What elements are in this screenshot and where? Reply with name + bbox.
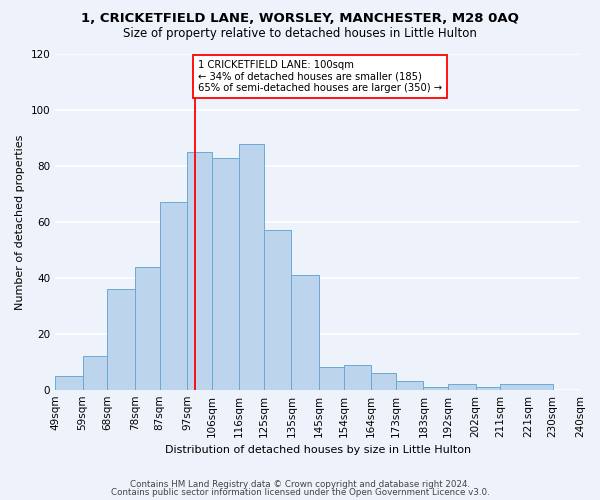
Bar xyxy=(476,387,500,390)
Text: Size of property relative to detached houses in Little Hulton: Size of property relative to detached ho… xyxy=(123,28,477,40)
Bar xyxy=(396,382,424,390)
Text: Contains public sector information licensed under the Open Government Licence v3: Contains public sector information licen… xyxy=(110,488,490,497)
Y-axis label: Number of detached properties: Number of detached properties xyxy=(15,134,25,310)
Text: 1, CRICKETFIELD LANE, WORSLEY, MANCHESTER, M28 0AQ: 1, CRICKETFIELD LANE, WORSLEY, MANCHESTE… xyxy=(81,12,519,26)
Bar xyxy=(135,266,160,390)
Bar xyxy=(344,364,371,390)
X-axis label: Distribution of detached houses by size in Little Hulton: Distribution of detached houses by size … xyxy=(164,445,470,455)
Bar xyxy=(264,230,292,390)
Bar xyxy=(55,376,83,390)
Bar xyxy=(371,373,396,390)
Bar xyxy=(500,384,553,390)
Text: 1 CRICKETFIELD LANE: 100sqm
← 34% of detached houses are smaller (185)
65% of se: 1 CRICKETFIELD LANE: 100sqm ← 34% of det… xyxy=(198,60,442,93)
Bar xyxy=(107,289,135,390)
Bar xyxy=(212,158,239,390)
Text: Contains HM Land Registry data © Crown copyright and database right 2024.: Contains HM Land Registry data © Crown c… xyxy=(130,480,470,489)
Bar xyxy=(160,202,187,390)
Bar xyxy=(448,384,476,390)
Bar xyxy=(83,356,107,390)
Bar xyxy=(424,387,448,390)
Bar xyxy=(187,152,212,390)
Bar xyxy=(239,144,264,390)
Bar xyxy=(319,368,344,390)
Bar xyxy=(292,275,319,390)
